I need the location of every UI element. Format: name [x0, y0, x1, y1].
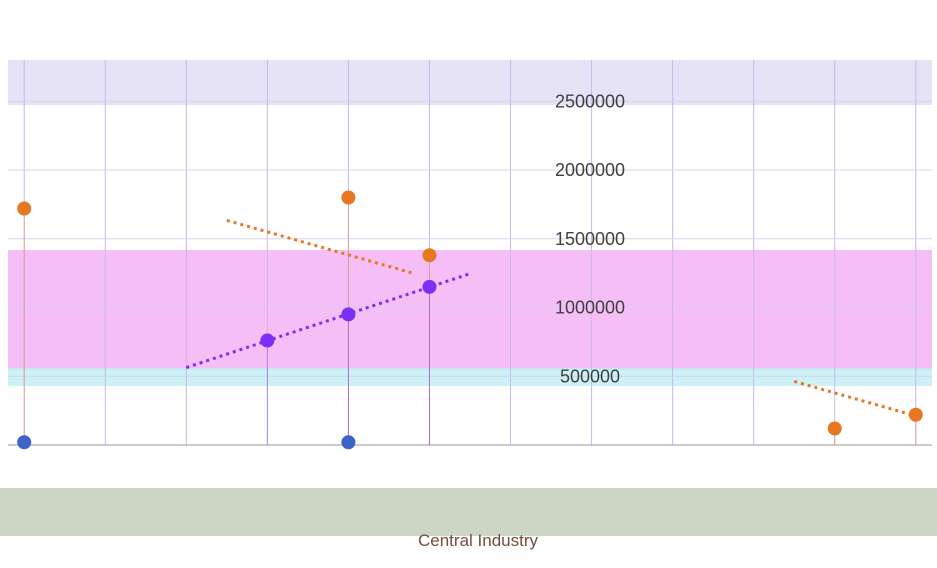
axis-band — [0, 488, 937, 536]
data-point — [422, 248, 437, 263]
data-point — [827, 421, 842, 436]
data-point — [260, 333, 275, 348]
data-point — [341, 307, 356, 322]
y-tick-label: 1000000 — [555, 298, 625, 318]
data-point — [17, 435, 32, 450]
data-point — [908, 407, 923, 422]
mid-band — [8, 250, 932, 370]
data-point — [422, 279, 437, 294]
trendline — [793, 379, 917, 418]
y-tick-label: 500000 — [560, 366, 620, 386]
trendline — [226, 218, 414, 275]
data-point — [341, 435, 356, 450]
data-point — [341, 190, 356, 205]
low-band — [8, 368, 932, 386]
x-axis-label: Central Industry — [418, 531, 538, 550]
data-point — [17, 201, 32, 216]
top-band — [8, 60, 932, 105]
y-tick-label: 1500000 — [555, 229, 625, 249]
y-tick-label: 2000000 — [555, 160, 625, 180]
trendline — [185, 272, 471, 369]
y-tick-label: 2500000 — [555, 91, 625, 111]
